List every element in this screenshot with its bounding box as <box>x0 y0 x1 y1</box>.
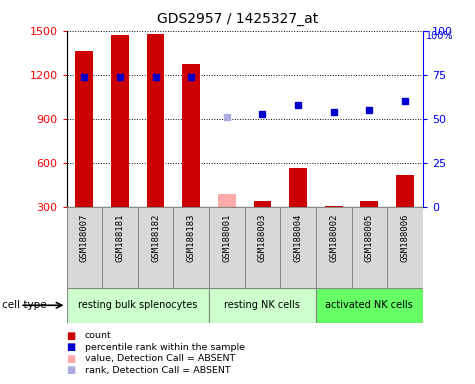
Text: cell type: cell type <box>2 300 47 310</box>
Bar <box>111 35 129 207</box>
Text: GSM188005: GSM188005 <box>365 214 374 262</box>
Bar <box>218 194 236 207</box>
Text: count: count <box>85 331 111 340</box>
Bar <box>254 202 271 207</box>
Bar <box>361 201 378 207</box>
Text: activated NK cells: activated NK cells <box>325 300 413 310</box>
Text: GSM188002: GSM188002 <box>329 214 338 262</box>
Text: GSM188006: GSM188006 <box>400 214 409 262</box>
Text: GSM188001: GSM188001 <box>222 214 231 262</box>
Text: value, Detection Call = ABSENT: value, Detection Call = ABSENT <box>85 354 235 363</box>
Text: GSM188181: GSM188181 <box>115 214 124 262</box>
Text: rank, Detection Call = ABSENT: rank, Detection Call = ABSENT <box>85 366 230 375</box>
Bar <box>66 288 209 323</box>
Text: ■: ■ <box>66 342 76 352</box>
Text: ■: ■ <box>66 331 76 341</box>
Text: ■: ■ <box>66 354 76 364</box>
Text: resting bulk splenocytes: resting bulk splenocytes <box>78 300 198 310</box>
Text: GSM188007: GSM188007 <box>80 214 89 262</box>
Bar <box>147 35 164 207</box>
Bar <box>209 288 316 323</box>
Bar <box>325 206 342 207</box>
Bar <box>316 288 423 323</box>
Bar <box>66 207 102 288</box>
Text: GSM188183: GSM188183 <box>187 214 196 262</box>
Bar <box>245 207 280 288</box>
Bar <box>289 168 307 207</box>
Text: GSM188004: GSM188004 <box>294 214 303 262</box>
Text: GSM188003: GSM188003 <box>258 214 267 262</box>
Text: resting NK cells: resting NK cells <box>225 300 300 310</box>
Bar <box>396 175 414 207</box>
Text: GSM188182: GSM188182 <box>151 214 160 262</box>
Text: GDS2957 / 1425327_at: GDS2957 / 1425327_at <box>157 12 318 25</box>
Bar <box>138 207 173 288</box>
Bar <box>352 207 387 288</box>
Bar <box>280 207 316 288</box>
Bar <box>316 207 352 288</box>
Bar <box>209 207 245 288</box>
Bar <box>76 51 93 207</box>
Text: 100%: 100% <box>427 31 454 41</box>
Text: ■: ■ <box>66 365 76 375</box>
Text: percentile rank within the sample: percentile rank within the sample <box>85 343 245 352</box>
Bar <box>387 207 423 288</box>
Bar <box>102 207 138 288</box>
Bar <box>182 64 200 207</box>
Bar <box>173 207 209 288</box>
